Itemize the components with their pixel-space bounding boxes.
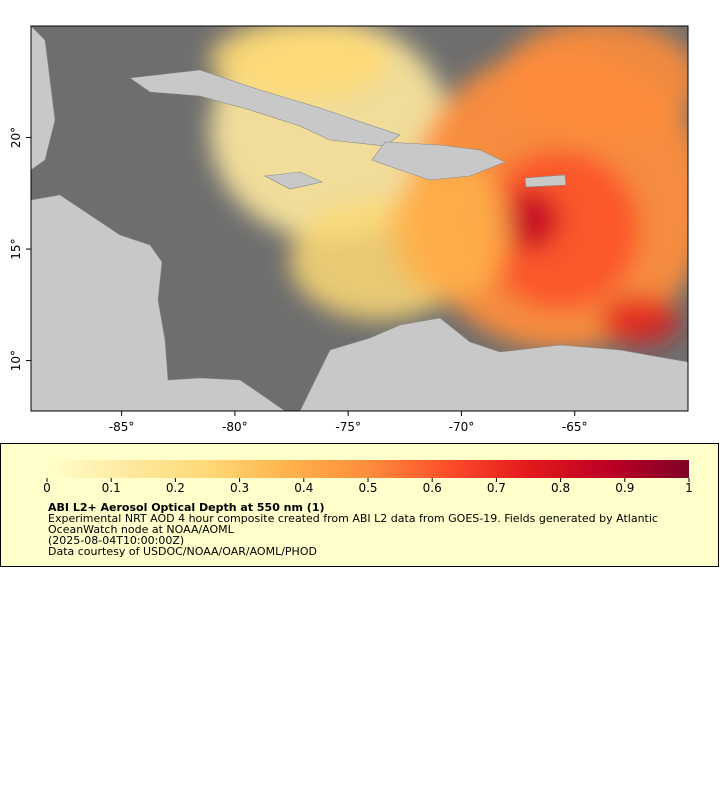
x-tick-label: -85° <box>109 420 135 434</box>
colorbar-tick-label: 0.3 <box>230 481 249 495</box>
colorbar-tick-label: 0.5 <box>358 481 377 495</box>
y-tick-label: 20° <box>9 127 23 148</box>
x-tick-label: -80° <box>222 420 248 434</box>
land <box>31 26 688 411</box>
y-tick-label: 15° <box>9 238 23 259</box>
colorbar-tick-label: 0 <box>43 481 51 495</box>
colorbar-tick-label: 0.2 <box>166 481 185 495</box>
legend-line: (2025-08-04T10:00:00Z) <box>48 534 184 547</box>
x-tick-label: -65° <box>562 420 588 434</box>
legend-line: Experimental NRT AOD 4 hour composite cr… <box>48 512 658 525</box>
colorbar-tick-label: 0.8 <box>551 481 570 495</box>
map <box>31 26 688 411</box>
colorbar-tick-label: 1 <box>685 481 693 495</box>
colorbar-tick-label: 0.1 <box>102 481 121 495</box>
colorbar-tick-label: 0.6 <box>423 481 442 495</box>
colorbar-tick-label: 0.4 <box>294 481 313 495</box>
legend-line: OceanWatch node at NOAA/AOML <box>48 523 235 536</box>
colorbar-tick-label: 0.7 <box>487 481 506 495</box>
y-tick-label: 10° <box>9 350 23 371</box>
x-tick-label: -75° <box>335 420 361 434</box>
map-frame <box>30 25 689 412</box>
x-tick-label: -70° <box>449 420 475 434</box>
legend-title: ABI L2+ Aerosol Optical Depth at 550 nm … <box>48 501 325 514</box>
legend-line: Data courtesy of USDOC/NOAA/OAR/AOML/PHO… <box>48 545 317 558</box>
aerosol-field <box>210 26 688 350</box>
colorbar-tick-label: 0.9 <box>615 481 634 495</box>
colorbar <box>47 460 689 478</box>
